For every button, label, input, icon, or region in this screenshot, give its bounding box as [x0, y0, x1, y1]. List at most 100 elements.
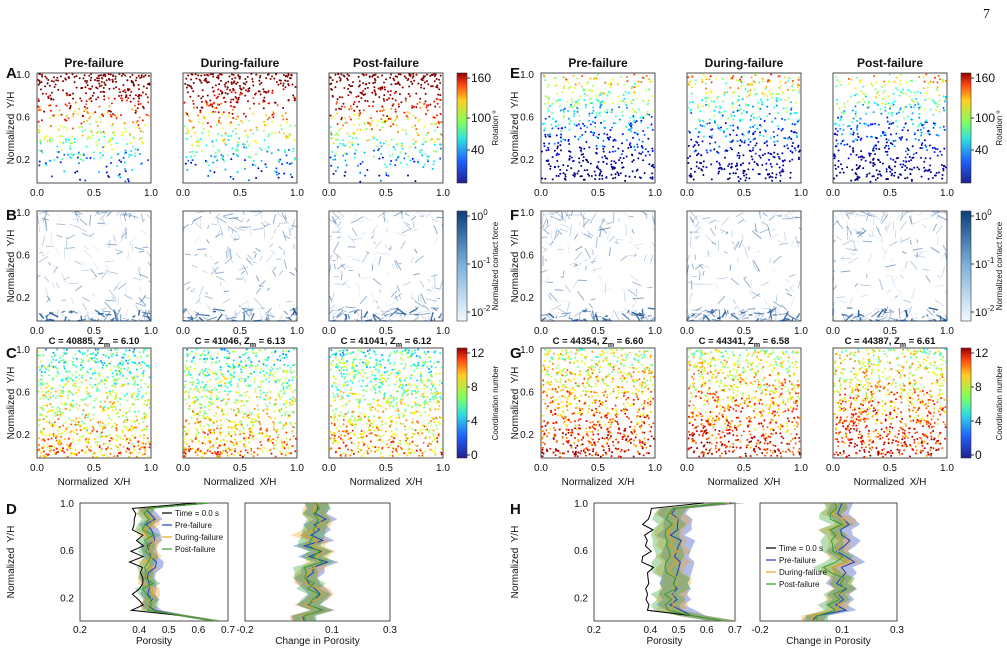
force-chain	[351, 227, 358, 237]
force-chain	[95, 271, 97, 282]
particle	[349, 437, 352, 440]
particle	[117, 377, 120, 380]
particle	[54, 437, 57, 440]
particle	[381, 446, 384, 449]
particle	[250, 452, 253, 455]
particle	[84, 79, 87, 82]
particle	[429, 448, 432, 451]
particle	[294, 389, 297, 392]
particle	[79, 97, 82, 100]
force-chain	[204, 295, 213, 300]
force-chain	[330, 293, 335, 304]
particle	[41, 151, 44, 154]
particle	[203, 395, 206, 398]
particle	[342, 441, 345, 444]
particle	[405, 376, 408, 379]
particle	[37, 444, 40, 447]
particle	[610, 83, 613, 86]
particle	[348, 400, 351, 403]
particle	[404, 428, 407, 431]
force-chain	[225, 216, 228, 221]
force-chain	[290, 310, 296, 317]
force-chain	[372, 277, 382, 286]
particle	[221, 348, 224, 351]
particle	[71, 441, 74, 444]
particle	[376, 145, 379, 148]
particle	[262, 88, 265, 91]
force-chain	[91, 293, 96, 296]
particle	[99, 360, 102, 363]
particle	[192, 82, 195, 85]
particle	[429, 420, 432, 423]
particle	[598, 177, 601, 180]
particle	[127, 96, 130, 99]
particle	[334, 451, 337, 454]
particle	[110, 124, 113, 127]
particle	[279, 359, 282, 362]
particle	[69, 142, 72, 145]
particle	[419, 414, 422, 417]
particle	[404, 349, 407, 352]
particle	[99, 405, 102, 408]
particle	[224, 390, 227, 393]
particle	[64, 407, 67, 410]
particle	[73, 110, 76, 113]
particle	[359, 162, 362, 165]
particle	[215, 361, 218, 364]
particle	[436, 102, 439, 105]
particle	[253, 377, 256, 380]
particle	[409, 411, 412, 414]
particle	[208, 373, 211, 376]
particle	[67, 446, 70, 449]
particle	[138, 137, 141, 140]
particle	[263, 139, 266, 142]
particle	[226, 418, 229, 421]
particle	[346, 380, 349, 383]
particle	[219, 433, 222, 436]
particle	[52, 76, 55, 79]
force-chain	[223, 287, 226, 294]
particle	[98, 374, 101, 377]
force-chain	[186, 286, 191, 291]
particle	[241, 365, 244, 368]
force-chain	[386, 270, 390, 276]
particle	[419, 97, 422, 100]
particle	[282, 363, 285, 366]
force-chain	[214, 213, 221, 219]
particle	[370, 380, 373, 383]
force-chain	[49, 319, 56, 322]
particle	[359, 171, 362, 174]
force-chain	[247, 313, 254, 318]
particle	[112, 365, 115, 368]
particle	[289, 384, 292, 387]
particle	[634, 175, 637, 178]
particle	[577, 102, 580, 105]
particle	[233, 430, 236, 433]
particle	[254, 420, 257, 423]
force-chain	[195, 297, 201, 305]
force-chain	[76, 214, 81, 218]
particle	[134, 155, 137, 158]
particle	[71, 135, 74, 138]
force-chain	[105, 299, 114, 302]
particle	[358, 361, 361, 364]
particle	[329, 130, 332, 133]
particle	[139, 367, 142, 370]
particle	[346, 132, 349, 135]
force-chain	[183, 281, 191, 286]
particle	[71, 373, 74, 376]
particle	[137, 74, 140, 77]
particle	[132, 403, 135, 406]
particle	[237, 98, 240, 101]
particle	[402, 412, 405, 415]
column-title: Pre-failure	[568, 56, 628, 70]
colorbar-label: Coordination number	[491, 365, 500, 440]
particle	[262, 391, 265, 394]
particle	[361, 440, 364, 443]
particle	[268, 415, 271, 418]
particle	[50, 391, 53, 394]
particle	[426, 109, 429, 112]
particle	[91, 372, 94, 375]
particle	[333, 376, 336, 379]
particle	[236, 407, 239, 410]
